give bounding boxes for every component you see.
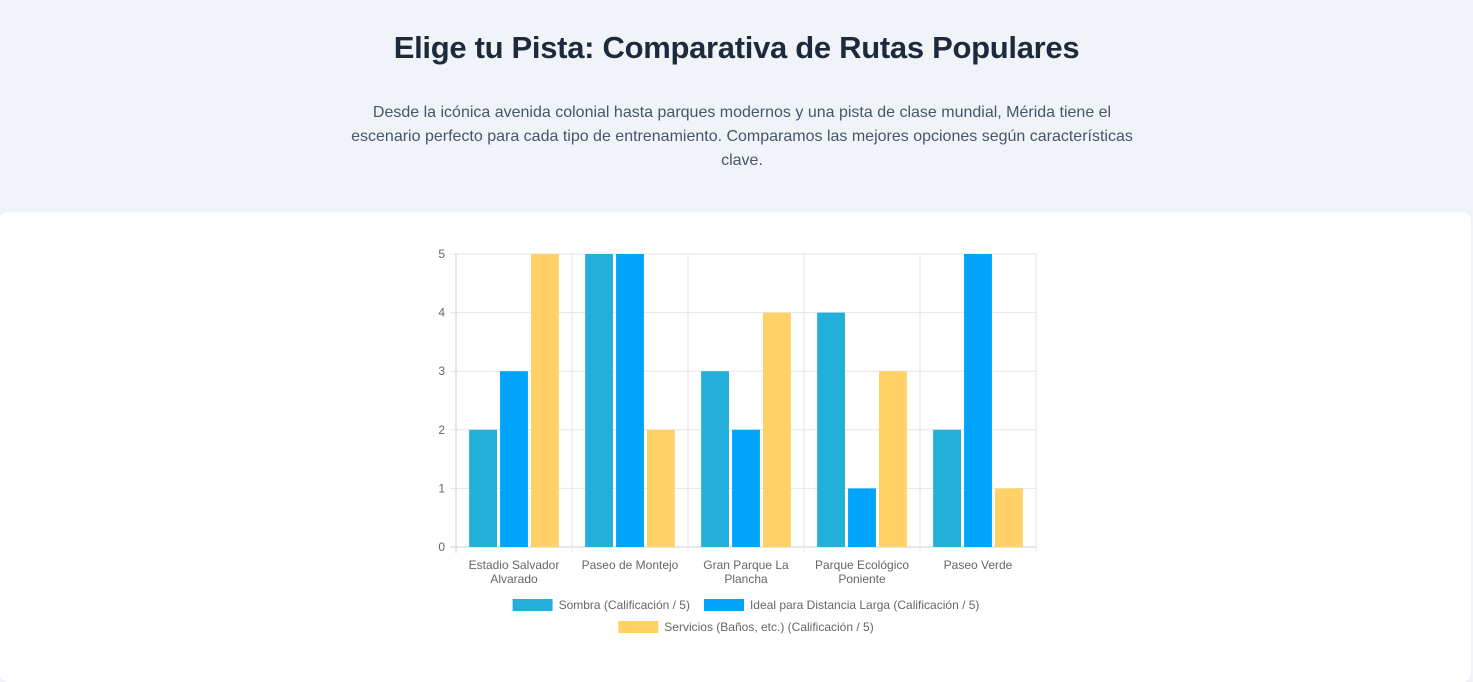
legend-label[interactable]: Sombra (Calificación / 5) — [559, 598, 690, 612]
bar[interactable] — [732, 429, 760, 547]
x-tick-label-line: Parque Ecológico — [815, 558, 909, 572]
x-tick-label-line: Gran Parque La — [703, 558, 789, 572]
route-comparison-chart: 0 1 2 3 4 5 Estadio Salvador Alvarado Paseo de M… — [438, 247, 1037, 634]
bar[interactable] — [616, 254, 644, 547]
bar[interactable] — [531, 254, 559, 547]
bar[interactable] — [933, 429, 961, 547]
y-tick-label: 4 — [438, 306, 445, 320]
legend-label[interactable]: Ideal para Distancia Larga (Calificación… — [750, 598, 979, 612]
y-tick-label: 0 — [438, 540, 445, 554]
y-tick-label: 5 — [438, 247, 445, 261]
x-tick-label: Estadio Salvador Alvarado — [469, 558, 560, 586]
chart-card: 0 1 2 3 4 5 Estadio Salvador Alvarado Paseo de M… — [0, 212, 1471, 682]
bar[interactable] — [701, 371, 729, 547]
bar[interactable] — [763, 312, 791, 547]
chart-bars — [469, 254, 1023, 547]
x-tick-label-line: Estadio Salvador — [469, 558, 560, 572]
legend-label[interactable]: Servicios (Baños, etc.) (Calificación / … — [664, 620, 873, 634]
bar[interactable] — [879, 371, 907, 547]
x-tick-label-line: Plancha — [724, 572, 768, 586]
bar[interactable] — [500, 371, 528, 547]
bar[interactable] — [848, 488, 876, 547]
x-tick-label: Paseo Verde — [944, 558, 1013, 572]
page-header: Elige tu Pista: Comparativa de Rutas Pop… — [0, 0, 1473, 212]
bar[interactable] — [647, 429, 675, 547]
x-tick-label-line: Poniente — [838, 572, 886, 586]
x-tick-label: Parque Ecológico Poniente — [815, 558, 909, 586]
chart-axes: 0 1 2 3 4 5 Estadio Salvador Alvarado Paseo de M… — [438, 247, 1012, 586]
legend-swatch[interactable] — [703, 599, 744, 611]
bar[interactable] — [995, 488, 1023, 547]
x-tick-label: Paseo de Montejo — [582, 558, 679, 572]
page-title: Elige tu Pista: Comparativa de Rutas Pop… — [393, 30, 1080, 65]
bar[interactable] — [964, 254, 992, 547]
y-tick-label: 3 — [438, 364, 445, 378]
chart-legend[interactable]: Sombra (Calificación / 5) Ideal para Dist… — [512, 598, 980, 634]
legend-swatch[interactable] — [512, 599, 553, 611]
x-tick-label-line: Alvarado — [490, 572, 538, 586]
x-tick-label-line: Paseo de Montejo — [582, 558, 679, 572]
legend-swatch[interactable] — [618, 621, 659, 633]
x-tick-label: Gran Parque La Plancha — [703, 558, 789, 586]
x-tick-label-line: Paseo Verde — [944, 558, 1013, 572]
bar[interactable] — [469, 429, 497, 547]
y-tick-label: 2 — [438, 423, 445, 437]
page-subtitle: Desde la icónica avenida colonial hasta … — [351, 104, 1133, 169]
bar[interactable] — [585, 254, 613, 547]
y-tick-label: 1 — [438, 481, 445, 495]
bar[interactable] — [817, 312, 845, 547]
